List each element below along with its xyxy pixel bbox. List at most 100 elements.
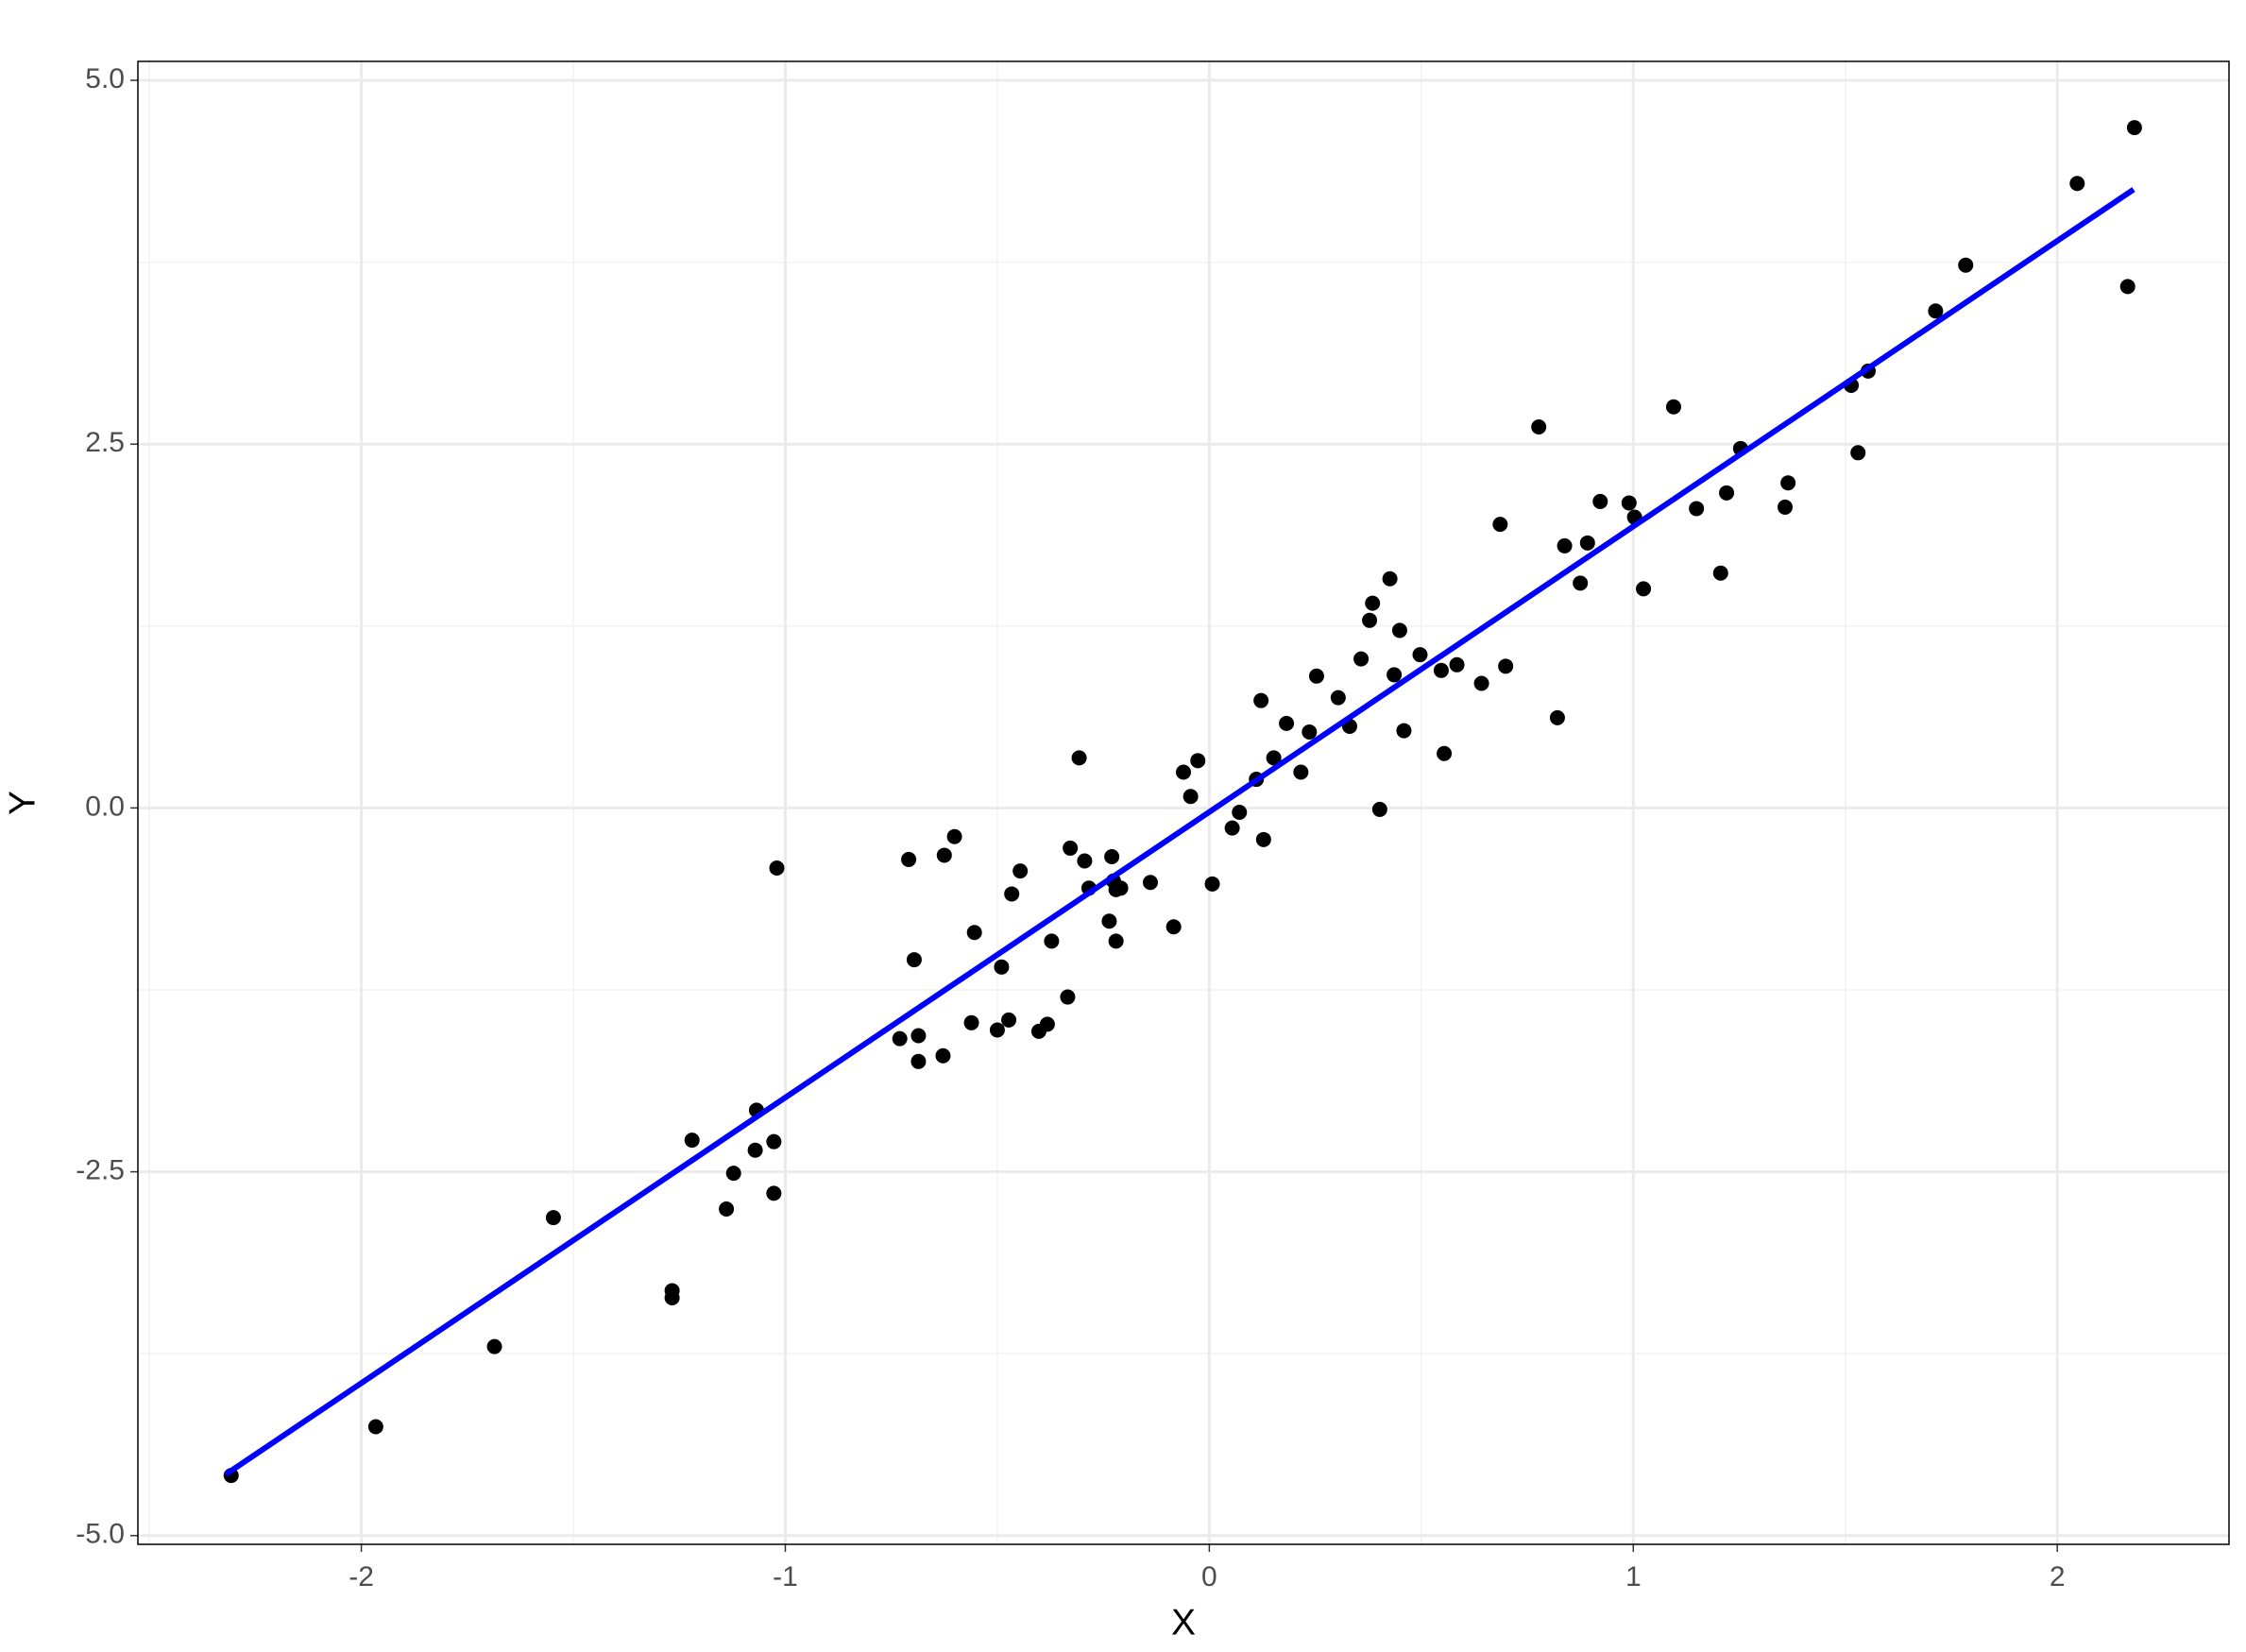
point: [1330, 690, 1346, 706]
point: [1850, 445, 1866, 461]
point: [989, 1022, 1005, 1038]
point: [1365, 595, 1381, 611]
x-tick-label: -2: [349, 1561, 374, 1592]
point: [1498, 658, 1514, 674]
point: [1104, 849, 1120, 865]
point: [486, 1338, 502, 1354]
point: [1176, 764, 1191, 780]
point: [1636, 581, 1652, 597]
point: [1579, 535, 1595, 551]
point: [935, 1047, 951, 1064]
point: [1012, 863, 1029, 879]
y-axis-title: Y: [2, 791, 43, 815]
y-tick-label: 2.5: [85, 427, 125, 458]
x-axis-title: X: [1171, 1602, 1196, 1643]
point: [910, 1053, 927, 1069]
point: [719, 1201, 735, 1218]
point: [1958, 257, 1974, 273]
point: [1391, 622, 1407, 639]
x-tick-label: -1: [773, 1561, 798, 1592]
y-tick-label: 5.0: [85, 63, 125, 94]
point: [936, 847, 952, 863]
point: [367, 1419, 383, 1435]
point: [1433, 662, 1449, 678]
panel-border: [137, 60, 2230, 1545]
point: [901, 851, 917, 867]
y-tick-label: -2.5: [76, 1154, 125, 1185]
point: [1592, 493, 1608, 509]
point: [1712, 565, 1728, 581]
point: [545, 1210, 561, 1226]
point: [963, 1014, 979, 1030]
point: [1308, 668, 1324, 684]
regression-line: [224, 187, 2135, 1477]
x-tick-label: 0: [1201, 1561, 1217, 1592]
point: [684, 1133, 700, 1149]
y-tick-label: 0.0: [85, 791, 125, 822]
point: [1928, 303, 1944, 319]
point: [966, 925, 982, 941]
point: [1302, 724, 1318, 740]
point: [1108, 933, 1124, 949]
point: [1387, 667, 1403, 683]
point: [766, 1133, 782, 1150]
point: [1039, 1016, 1055, 1032]
point: [1689, 501, 1705, 517]
point: [1255, 831, 1271, 847]
point: [1777, 499, 1793, 515]
point: [1060, 989, 1076, 1005]
point: [946, 828, 962, 844]
point: [1573, 575, 1589, 591]
point: [2069, 176, 2085, 192]
point: [1224, 820, 1240, 836]
point: [1063, 840, 1079, 856]
point: [725, 1166, 741, 1182]
point: [994, 959, 1010, 975]
point: [1362, 612, 1378, 628]
point: [1449, 656, 1465, 673]
point: [906, 952, 922, 968]
point: [1549, 709, 1565, 725]
point: [1232, 805, 1248, 821]
point: [1492, 517, 1508, 533]
point: [1621, 495, 1637, 511]
point: [766, 1185, 782, 1201]
point: [1004, 886, 1020, 902]
x-tick-label: 1: [1625, 1561, 1642, 1592]
point: [892, 1030, 908, 1047]
point: [1382, 571, 1398, 587]
point: [664, 1290, 680, 1306]
point: [1071, 750, 1087, 766]
point: [1183, 789, 1199, 805]
point: [1396, 723, 1412, 739]
point: [2126, 120, 2142, 136]
point: [1142, 875, 1158, 891]
point: [1437, 745, 1453, 761]
point: [1531, 419, 1547, 435]
y-tick-label: -5.0: [76, 1519, 125, 1550]
point: [1371, 801, 1387, 817]
point: [1353, 651, 1370, 667]
point: [1101, 913, 1117, 929]
point: [1266, 750, 1282, 766]
point: [1204, 876, 1220, 892]
point: [1166, 919, 1182, 935]
point: [1719, 485, 1735, 501]
point: [747, 1142, 763, 1158]
point: [1113, 880, 1129, 896]
point: [1293, 764, 1309, 780]
point: [1412, 647, 1428, 663]
point: [1001, 1012, 1017, 1028]
point: [1044, 933, 1060, 949]
point: [1780, 475, 1796, 491]
point: [1253, 692, 1269, 708]
point: [2119, 279, 2135, 295]
point: [910, 1028, 927, 1044]
point: [769, 860, 785, 877]
point: [1190, 753, 1206, 769]
point: [1473, 675, 1489, 691]
x-tick-label: 2: [2050, 1561, 2066, 1592]
point: [1557, 537, 1573, 554]
point: [1665, 399, 1681, 415]
